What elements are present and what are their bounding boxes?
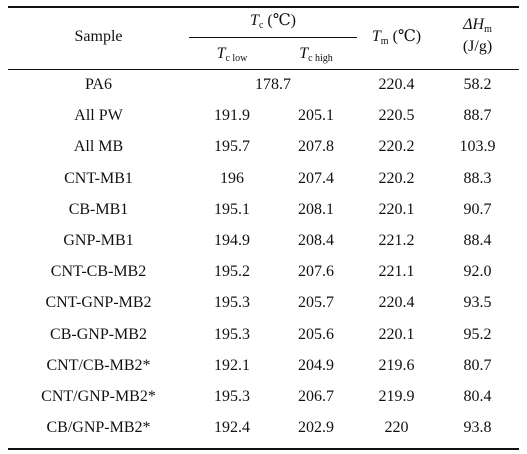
header-dh: ΔHm — [436, 15, 519, 40]
cell-tm: 219.9 — [378, 388, 415, 405]
cell-tc-high: 205.1 — [298, 107, 334, 124]
tc-subscript: c — [258, 20, 264, 31]
cell-dh: 80.4 — [463, 388, 492, 405]
cell-tc-high: 207.4 — [298, 170, 334, 187]
cell-sample: CNT/CB-MB2* — [46, 357, 151, 374]
bottom-rule — [8, 448, 519, 450]
cell-tc-low: 195.3 — [214, 326, 250, 343]
cell-dh: 93.5 — [463, 294, 492, 311]
cell-tc-high: 208.1 — [298, 201, 334, 218]
cell-sample: CNT-MB1 — [64, 170, 133, 187]
cell-tc-low: 195.7 — [214, 138, 250, 155]
cell-tc-low: 195.3 — [214, 388, 250, 405]
tm-subscript: m — [380, 36, 389, 47]
cell-dh: 88.7 — [463, 107, 492, 124]
cell-sample: CB/GNP-MB2* — [46, 419, 151, 436]
cell-tm: 220.1 — [378, 326, 415, 343]
header-tm: Tm (℃) — [357, 27, 436, 52]
cell-dh: 88.3 — [463, 170, 492, 187]
top-rule — [8, 6, 519, 8]
tc-low-symbol: T — [216, 45, 226, 62]
cell-tc-high: 205.7 — [298, 294, 334, 311]
cell-sample: CB-MB1 — [68, 201, 129, 218]
tm-unit: (℃) — [388, 28, 422, 45]
cell-tc-low: 196 — [220, 170, 244, 187]
cell-tm: 220.2 — [378, 138, 415, 155]
cell-sample: All MB — [73, 138, 124, 155]
cell-sample: CNT/GNP-MB2* — [41, 388, 156, 405]
cell-tc-high: 207.6 — [298, 263, 334, 280]
cell-dh: 88.4 — [463, 232, 492, 249]
cell-tc-high: 204.9 — [298, 357, 334, 374]
cell-sample: CB-GNP-MB2 — [50, 326, 147, 343]
cell-dh: 92.0 — [463, 263, 492, 280]
cell-dh: 95.2 — [463, 326, 492, 343]
tc-high-symbol: T — [299, 45, 309, 62]
cell-sample: All PW — [74, 107, 123, 124]
cell-tm: 219.6 — [378, 357, 415, 374]
tc-symbol: T — [250, 12, 259, 29]
cell-tc-low: 191.9 — [214, 107, 250, 124]
cell-dh: 90.7 — [463, 201, 492, 218]
cell-tc-low: 192.4 — [214, 419, 250, 436]
tc-low-subscript: c low — [225, 53, 248, 64]
cell-tc-high: 205.6 — [298, 326, 334, 343]
cell-tc-high: 202.9 — [298, 419, 334, 436]
cell-tc-low: 195.1 — [214, 201, 250, 218]
tc-unit: (℃) — [263, 12, 296, 29]
cell-tm: 220.5 — [378, 107, 415, 124]
cell-tm: 221.2 — [378, 232, 415, 249]
cell-dh: 80.7 — [463, 357, 492, 374]
cell-sample: CNT-GNP-MB2 — [45, 294, 152, 311]
cell-sample: CNT-CB-MB2 — [50, 263, 147, 280]
cell-tc-high: 206.7 — [298, 388, 334, 405]
header-rule — [8, 69, 519, 70]
cell-tc-low: 192.1 — [214, 357, 250, 374]
cell-tc-high: 208.4 — [298, 232, 334, 249]
dh-symbol: ΔH — [463, 16, 485, 33]
tc-group-rule — [189, 37, 357, 38]
cell-tc-low: 195.2 — [214, 263, 250, 280]
cell-dh: 58.2 — [463, 76, 492, 93]
cell-tm: 220.4 — [378, 76, 415, 93]
cell-tc-low: 195.3 — [214, 294, 250, 311]
cell-tc-merged: 178.7 — [255, 76, 291, 93]
header-tc-low: Tc low — [189, 44, 275, 69]
cell-tm: 220.2 — [378, 170, 415, 187]
cell-tm: 220.1 — [378, 201, 415, 218]
cell-dh: 103.9 — [459, 138, 496, 155]
cell-tc-low: 194.9 — [214, 232, 250, 249]
cell-tm: 220.4 — [378, 294, 415, 311]
cell-tm: 220 — [384, 419, 409, 436]
header-tc-group: Tc (℃) — [189, 11, 357, 36]
header-tc-high: Tc high — [275, 44, 357, 69]
tm-symbol: T — [371, 28, 381, 45]
dh-subscript: m — [484, 24, 492, 35]
cell-tm: 221.1 — [378, 263, 415, 280]
header-dh-unit: (J/g) — [436, 37, 519, 57]
cell-dh: 93.8 — [463, 419, 492, 436]
cell-sample: PA6 — [85, 76, 112, 93]
dh-unit: (J/g) — [462, 38, 493, 55]
header-sample-label: Sample — [74, 28, 123, 45]
cell-tc-high: 207.8 — [298, 138, 334, 155]
header-sample: Sample — [8, 27, 189, 47]
tc-high-subscript: c high — [308, 53, 333, 64]
cell-sample: GNP-MB1 — [63, 232, 134, 249]
